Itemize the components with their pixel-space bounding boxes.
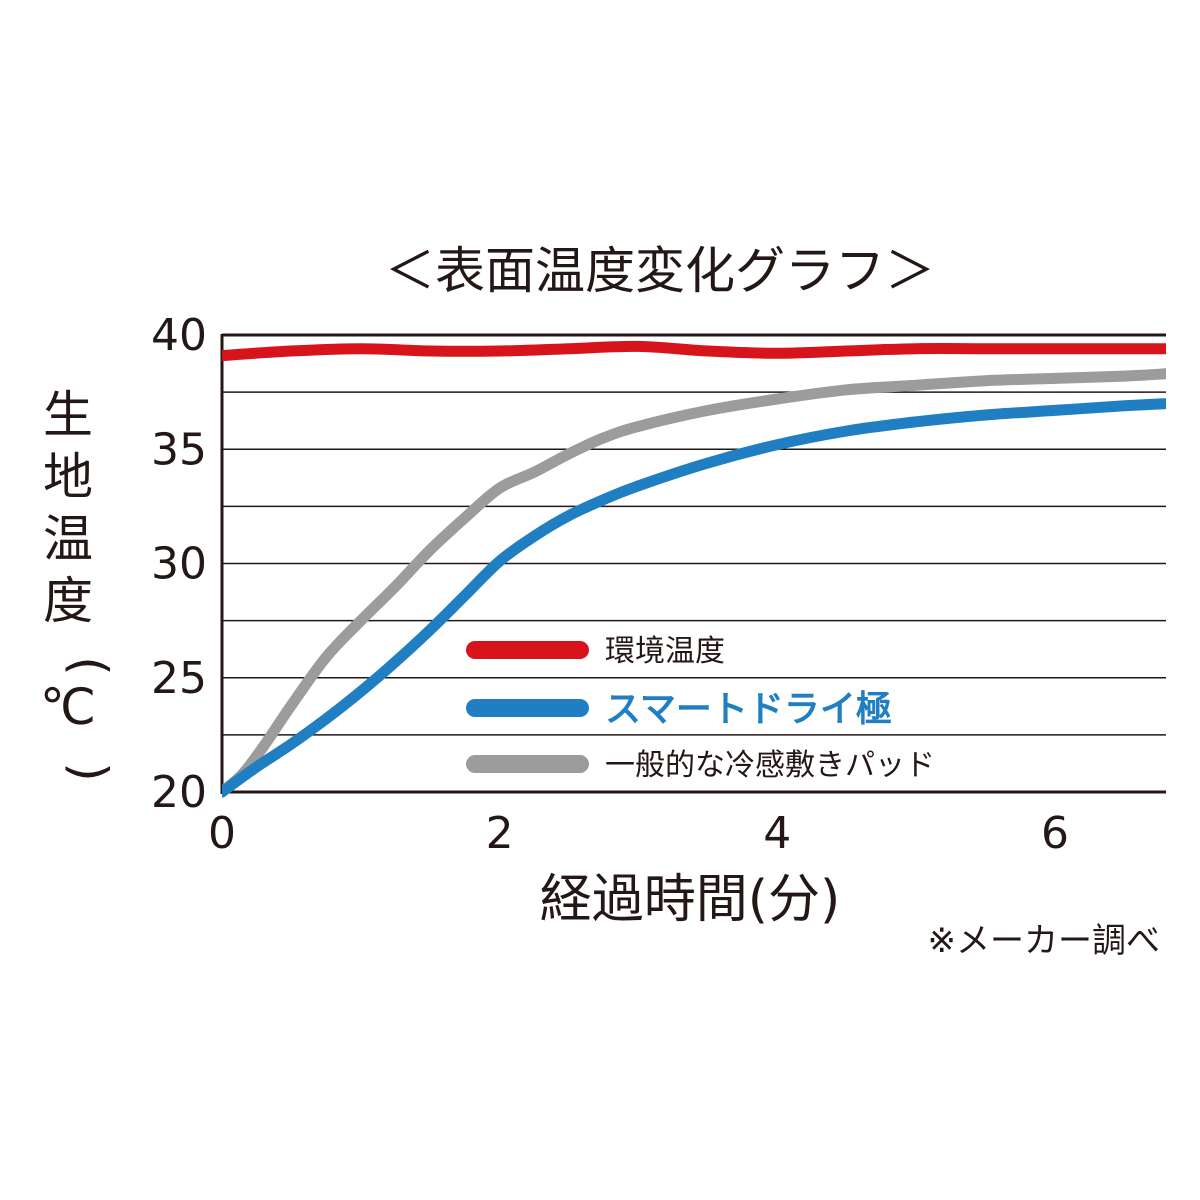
y-axis-label-char: 地 bbox=[43, 448, 93, 506]
x-axis-label: 経過時間(分) bbox=[540, 870, 841, 930]
series-lines bbox=[222, 340, 1166, 798]
x-tick-label: 6 bbox=[1041, 808, 1069, 859]
x-tick-label: 0 bbox=[208, 808, 236, 859]
x-tick-label: 4 bbox=[763, 808, 791, 859]
y-tick-labels: 20 25 30 35 40 bbox=[151, 310, 207, 818]
legend-label-1: スマートドライ極 bbox=[605, 689, 892, 730]
legend-label-2: 一般的な冷感敷きパッド bbox=[605, 748, 935, 783]
y-tick-label: 40 bbox=[151, 310, 207, 361]
chart-title: ＜表面温度変化グラフ＞ bbox=[385, 242, 935, 300]
legend-label-0: 環境温度 bbox=[605, 634, 725, 669]
y-tick-label: 30 bbox=[151, 539, 207, 590]
x-tick-labels: 0 2 4 6 bbox=[208, 808, 1069, 859]
axes bbox=[220, 333, 1166, 794]
x-tick-label: 2 bbox=[486, 808, 514, 859]
y-axis-label-char: ) bbox=[60, 762, 118, 782]
series-line-2 bbox=[222, 368, 1166, 798]
gridlines bbox=[222, 334, 1166, 736]
source-note: ※メーカー調べ bbox=[928, 921, 1161, 961]
y-axis-label-char: 生 bbox=[43, 386, 93, 444]
y-axis-label-char: 度 bbox=[43, 572, 93, 630]
y-tick-label: 25 bbox=[151, 653, 207, 704]
series-line-1 bbox=[222, 398, 1166, 798]
y-axis-label-char: ( bbox=[60, 656, 118, 676]
y-tick-label: 20 bbox=[151, 767, 207, 818]
y-axis-label-char: ℃ bbox=[40, 678, 96, 736]
y-tick-label: 35 bbox=[151, 424, 207, 475]
y-axis-label-char: 温 bbox=[43, 510, 93, 568]
series-line-0 bbox=[222, 340, 1166, 362]
